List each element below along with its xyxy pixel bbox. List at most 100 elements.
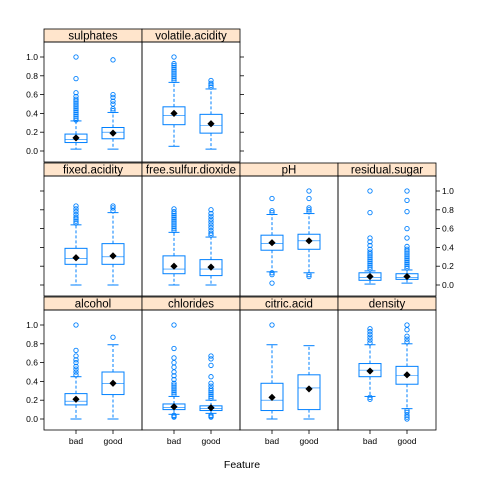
y-tick-label-right: 0.8	[442, 205, 454, 215]
outlier-point-bad	[73, 75, 79, 82]
outlier-point-bad	[367, 246, 373, 252]
mean-marker-bad	[170, 262, 178, 270]
outlier-point-good	[110, 94, 116, 101]
outlier-point-good	[110, 334, 116, 340]
panel-title: residual.sugar	[351, 165, 423, 177]
y-tick-label-left: 0.2	[26, 127, 38, 137]
outlier-point-bad	[367, 258, 373, 265]
outlier-point-good	[404, 250, 410, 256]
outlier-point-good	[404, 188, 410, 194]
outlier-point-bad	[269, 280, 275, 286]
mean-marker-bad	[268, 239, 276, 247]
outlier-point-good	[404, 225, 410, 232]
outlier-point-bad	[73, 100, 79, 106]
y-tick-label-right: 0.4	[442, 242, 454, 252]
outlier-point-bad	[171, 68, 177, 74]
x-axis-label: Feature	[224, 459, 260, 471]
outlier-point-bad	[171, 64, 177, 70]
outlier-point-good	[110, 107, 116, 114]
panel-title: sulphates	[68, 31, 117, 43]
y-tick-label-left: 0.8	[26, 339, 38, 349]
outlier-point-bad	[171, 214, 177, 220]
mean-marker-good	[109, 379, 117, 387]
mean-marker-good	[207, 120, 215, 128]
x-tick-label: bad	[69, 436, 83, 446]
outlier-point-good	[404, 235, 410, 241]
outlier-point-good	[208, 227, 214, 234]
outlier-point-good	[404, 407, 410, 414]
outlier-point-bad	[73, 214, 79, 220]
outlier-point-good	[208, 356, 214, 362]
outlier-point-bad	[73, 366, 79, 372]
outlier-point-bad	[73, 220, 79, 226]
y-tick-label-right: 0.6	[442, 224, 454, 234]
panel-alcohol: alcohol	[43, 296, 143, 431]
outlier-point-bad	[171, 384, 177, 390]
y-tick-label-left: 0.6	[26, 358, 38, 368]
outlier-point-bad	[171, 212, 177, 219]
y-tick-label-left: 0.0	[26, 146, 38, 156]
outlier-point-bad	[367, 328, 373, 335]
panel-residual-sugar: residual.sugar	[337, 162, 437, 297]
outlier-point-bad	[171, 218, 177, 224]
y-tick-label-right: 0.2	[442, 261, 454, 271]
outlier-point-good	[110, 98, 116, 104]
outlier-point-bad	[367, 334, 373, 340]
outlier-point-good	[404, 261, 410, 267]
outlier-point-good	[208, 77, 214, 84]
outlier-point-good	[208, 374, 214, 380]
panel-title: free.sulfur.dioxide	[146, 165, 236, 177]
outlier-point-bad	[367, 239, 373, 245]
outlier-point-bad	[171, 380, 177, 386]
outlier-point-bad	[73, 357, 79, 363]
outlier-point-bad	[73, 211, 79, 218]
outlier-point-bad	[269, 272, 275, 278]
outlier-point-bad	[73, 107, 79, 114]
mean-marker-good	[305, 385, 313, 393]
outlier-point-bad	[367, 396, 373, 402]
outlier-point-bad	[171, 376, 177, 383]
outlier-point-good	[404, 197, 410, 204]
outlier-point-bad	[171, 66, 177, 72]
mean-marker-bad	[72, 254, 80, 262]
y-tick-label-left: 0.4	[26, 108, 38, 118]
panel-title: fixed.acidity	[63, 165, 123, 177]
outlier-point-bad	[171, 75, 177, 82]
outlier-point-bad	[73, 372, 79, 378]
outlier-point-good	[208, 216, 214, 222]
mean-marker-bad	[170, 109, 178, 117]
outlier-point-bad	[73, 106, 79, 112]
outlier-point-bad	[73, 359, 79, 366]
outlier-point-good	[208, 383, 214, 389]
outlier-point-bad	[269, 208, 275, 214]
panel-chlorides: chlorides	[141, 296, 241, 431]
outlier-point-good	[306, 272, 312, 278]
outlier-point-bad	[171, 224, 177, 230]
outlier-point-good	[404, 257, 410, 264]
outlier-point-bad	[73, 369, 79, 375]
outlier-point-bad	[73, 347, 79, 354]
outlier-point-bad	[73, 54, 79, 60]
outlier-point-bad	[367, 394, 373, 401]
mean-marker-good	[403, 371, 411, 379]
outlier-point-bad	[367, 255, 373, 261]
outlier-point-bad	[269, 195, 275, 202]
outlier-point-good	[208, 395, 214, 401]
outlier-point-bad	[73, 104, 79, 110]
outlier-point-bad	[171, 216, 177, 222]
panel-title: alcohol	[75, 299, 111, 311]
outlier-point-bad	[73, 322, 79, 328]
outlier-point-bad	[171, 390, 177, 396]
y-tick-label-left: 0.2	[26, 395, 38, 405]
x-tick-label: good	[398, 436, 417, 446]
outlier-point-bad	[73, 363, 79, 370]
outlier-point-bad	[171, 227, 177, 234]
outlier-point-bad	[171, 209, 177, 215]
y-tick-label-left: 0.4	[26, 376, 38, 386]
outlier-point-good	[208, 391, 214, 398]
mean-marker-good	[109, 252, 117, 260]
x-tick-label: good	[202, 436, 221, 446]
outlier-point-bad	[367, 331, 373, 338]
outlier-point-good	[404, 339, 410, 345]
